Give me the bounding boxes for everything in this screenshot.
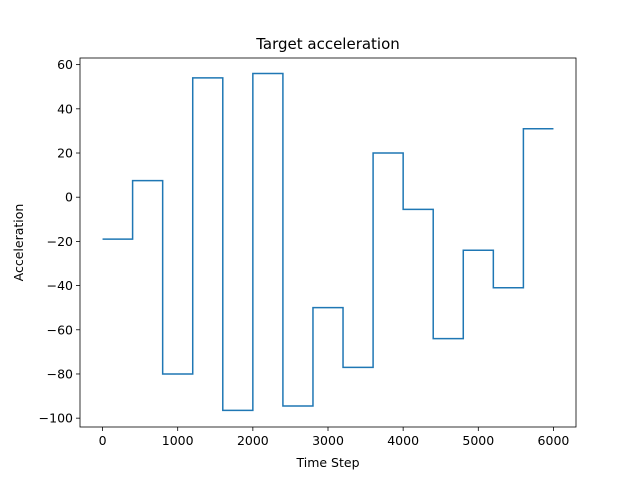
x-tick-label: 2000 bbox=[237, 433, 269, 448]
x-tick-label: 5000 bbox=[462, 433, 494, 448]
y-tick-label: −60 bbox=[47, 322, 73, 337]
x-tick-label: 3000 bbox=[312, 433, 344, 448]
y-tick-label: 40 bbox=[57, 101, 73, 116]
x-axis-ticks: 0 1000 2000 3000 4000 5000 6000 bbox=[99, 427, 570, 448]
plot-area bbox=[80, 58, 576, 427]
series-line bbox=[102, 72, 554, 412]
plot-frame bbox=[79, 57, 577, 428]
y-tick-label: −80 bbox=[47, 366, 73, 381]
x-tick-label: 4000 bbox=[387, 433, 419, 448]
y-axis-label: Acceleration bbox=[11, 204, 26, 282]
y-tick-label: −100 bbox=[39, 411, 73, 426]
y-tick-label: 60 bbox=[57, 57, 73, 72]
y-axis-ticks: −100 −80 −60 −40 −20 0 20 40 60 bbox=[39, 57, 80, 426]
chart-title: Target acceleration bbox=[255, 35, 400, 53]
x-tick-label: 6000 bbox=[538, 433, 570, 448]
x-tick-label: 0 bbox=[99, 433, 107, 448]
y-tick-label: −20 bbox=[47, 234, 73, 249]
x-tick-label: 1000 bbox=[162, 433, 194, 448]
y-tick-label: 0 bbox=[65, 190, 73, 205]
y-tick-label: 20 bbox=[57, 146, 73, 161]
y-tick-label: −40 bbox=[47, 278, 73, 293]
x-axis-label: Time Step bbox=[295, 455, 359, 470]
